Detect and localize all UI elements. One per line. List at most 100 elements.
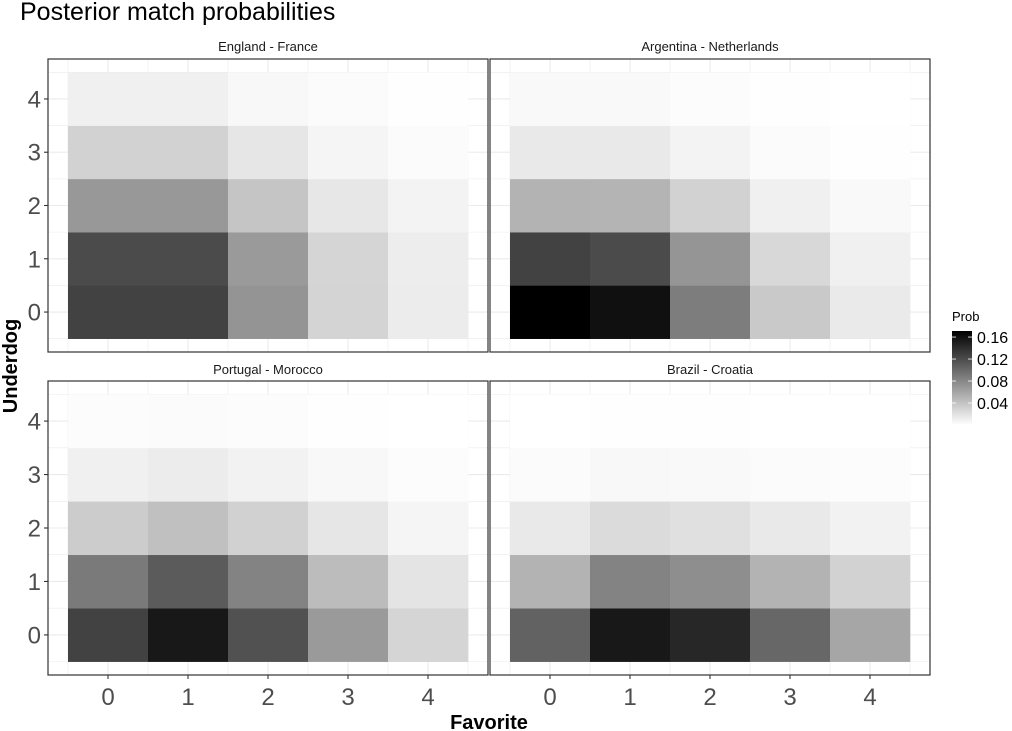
- legend-tick-label: 0.16: [977, 330, 1008, 347]
- heatmap-tile: [670, 125, 751, 180]
- panel: Brazil - Croatia 0 1 2 3 4: [489, 362, 931, 711]
- heatmap-tile: [308, 447, 389, 502]
- heatmap-tile: [148, 608, 229, 662]
- heatmap-tile: [590, 285, 671, 339]
- heatmap-tile: [510, 394, 591, 449]
- heatmap-tile: [670, 608, 751, 662]
- x-tick-label: 4: [863, 684, 876, 711]
- heatmap-tile: [670, 178, 751, 233]
- heatmap-tile: [228, 501, 309, 556]
- heatmap-tile: [670, 501, 751, 556]
- heatmap-tile: [750, 72, 831, 126]
- heatmap-tile: [308, 501, 389, 556]
- heatmap-tile: [308, 554, 389, 609]
- heatmap-tile: [68, 447, 149, 502]
- heatmap-tile: [228, 125, 309, 180]
- heatmap-tile: [308, 394, 389, 449]
- heatmap-tile: [750, 501, 831, 556]
- heatmap-tile: [388, 178, 469, 233]
- heatmap-tile: [670, 447, 751, 502]
- x-tick-label: 3: [341, 684, 354, 711]
- facet-strip-label: Argentina - Netherlands: [641, 39, 779, 54]
- x-tick-label: 0: [101, 684, 114, 711]
- panel: Portugal - Morocco 0 1 2 3 4 0 1 2 3 4: [28, 362, 489, 711]
- x-axis-title: Favorite: [450, 712, 528, 731]
- heatmap-tile: [68, 285, 149, 339]
- legend-tick-label: 0.08: [977, 374, 1008, 391]
- heatmap-tile: [590, 501, 671, 556]
- heatmap-tile: [228, 554, 309, 609]
- heatmap-tile: [510, 72, 591, 126]
- heatmap-tile: [590, 447, 671, 502]
- heatmap-tile: [68, 554, 149, 609]
- heatmap-tile: [228, 608, 309, 662]
- y-tick-label: 3: [28, 140, 41, 167]
- facet-strip-label: England - France: [218, 39, 318, 54]
- heatmap-tile: [68, 125, 149, 180]
- y-tick-label: 1: [28, 569, 41, 596]
- heatmap-tile: [590, 125, 671, 180]
- heatmap-tile: [510, 554, 591, 609]
- heatmap-tile: [510, 501, 591, 556]
- heatmap-tile: [590, 232, 671, 286]
- heatmap-tile: [308, 285, 389, 339]
- heatmap-tile: [388, 554, 469, 609]
- heatmap-tile: [308, 178, 389, 233]
- heatmap-tile: [590, 608, 671, 662]
- heatmap-tile: [510, 178, 591, 233]
- chart-title: Posterior match probabilities: [20, 0, 335, 26]
- heatmap-tile: [510, 285, 591, 339]
- heatmap-tile: [510, 447, 591, 502]
- y-tick-label: 3: [28, 462, 41, 489]
- x-tick-label: 3: [783, 684, 796, 711]
- heatmap-tile: [388, 285, 469, 339]
- color-legend: Prob 0.04 0.08 0.12 0.16: [952, 309, 1008, 425]
- y-tick-label: 1: [28, 246, 41, 273]
- heatmap-tile: [388, 232, 469, 286]
- heatmap-tile: [388, 608, 469, 662]
- x-tick-label: 1: [181, 684, 194, 711]
- heatmap-tile: [670, 72, 751, 126]
- legend-tick-label: 0.12: [977, 352, 1008, 369]
- heatmap-tile: [830, 125, 911, 180]
- heatmap-tile: [830, 554, 911, 609]
- heatmap-tile: [670, 232, 751, 286]
- heatmap-tile: [148, 232, 229, 286]
- heatmap-tile: [830, 178, 911, 233]
- x-tick-label: 2: [703, 684, 716, 711]
- heatmap-tile: [830, 608, 911, 662]
- heatmap-tile: [388, 72, 469, 126]
- x-tick-label: 0: [543, 684, 556, 711]
- heatmap-tile: [308, 608, 389, 662]
- heatmap-tile: [228, 394, 309, 449]
- heatmap-tile: [830, 232, 911, 286]
- legend-ticks: 0.04 0.08 0.12 0.16: [952, 330, 1008, 413]
- heatmap-tile: [388, 125, 469, 180]
- heatmap-tile: [148, 501, 229, 556]
- heatmap-tile: [228, 72, 309, 126]
- heatmap-tile: [148, 554, 229, 609]
- heatmap-tile: [670, 554, 751, 609]
- heatmap-tile: [830, 447, 911, 502]
- heatmap-tile: [750, 447, 831, 502]
- heatmap-tile: [68, 501, 149, 556]
- heatmap-tile: [510, 608, 591, 662]
- y-tick-label: 2: [28, 516, 41, 543]
- y-tick-label: 2: [28, 193, 41, 220]
- heatmap-tile: [510, 232, 591, 286]
- facet-strip-label: Portugal - Morocco: [213, 362, 323, 377]
- heatmap-tile: [590, 554, 671, 609]
- heatmap-tile: [148, 285, 229, 339]
- heatmap-tile: [388, 447, 469, 502]
- heatmap-tile: [750, 178, 831, 233]
- heatmap-tile: [830, 501, 911, 556]
- heatmap-tile: [228, 232, 309, 286]
- heatmap-tile: [670, 285, 751, 339]
- heatmap-tile: [830, 285, 911, 339]
- legend-tick-label: 0.04: [977, 396, 1008, 413]
- heatmap-tile: [308, 125, 389, 180]
- heatmap-tile: [68, 608, 149, 662]
- x-tick-label: 2: [261, 684, 274, 711]
- heatmap-tile: [148, 447, 229, 502]
